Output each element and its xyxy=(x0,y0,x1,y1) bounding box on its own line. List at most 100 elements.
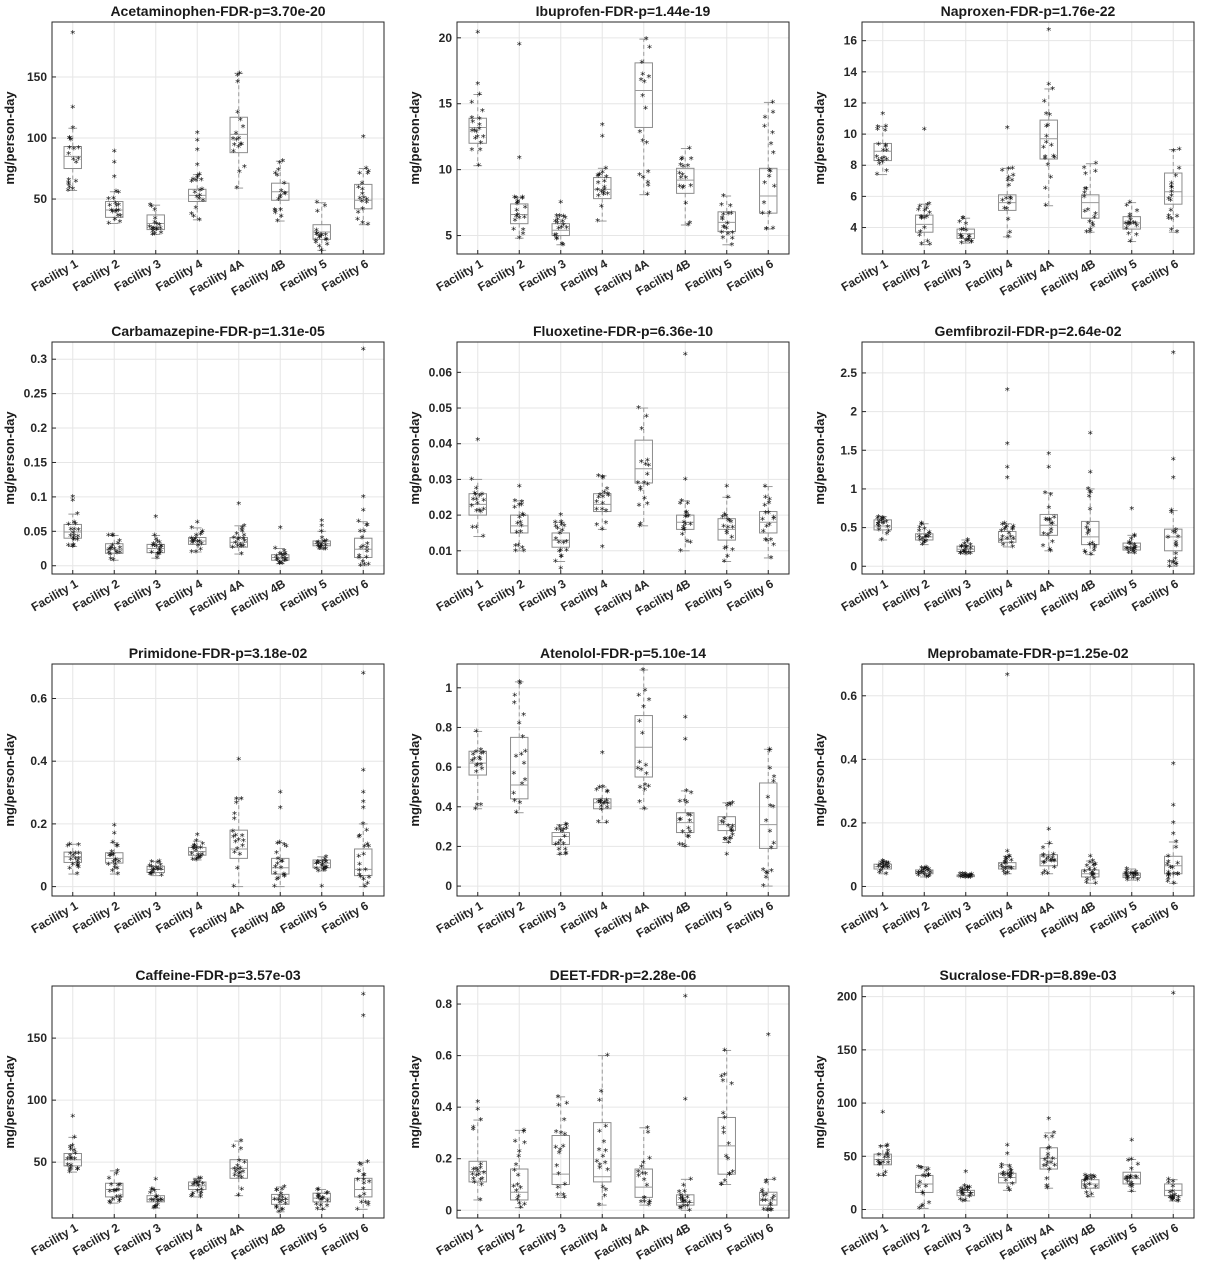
y-tick-label: 0.05 xyxy=(429,401,453,415)
outlier-point: * xyxy=(558,199,563,210)
data-point: * xyxy=(519,522,524,533)
outlier-point: * xyxy=(70,493,75,504)
data-point: * xyxy=(919,215,924,226)
data-point: * xyxy=(282,180,287,191)
data-point: * xyxy=(316,1185,321,1196)
data-point: * xyxy=(192,536,197,547)
outlier-point: * xyxy=(361,133,366,144)
data-point: * xyxy=(516,1192,521,1203)
data-point: * xyxy=(964,872,969,883)
data-point: * xyxy=(1083,1176,1088,1187)
data-point: * xyxy=(273,209,278,220)
data-point: * xyxy=(277,550,282,561)
data-point: * xyxy=(360,219,365,230)
data-point: * xyxy=(321,545,326,556)
data-point: * xyxy=(1172,1191,1177,1202)
data-point: * xyxy=(677,1188,682,1199)
data-point: * xyxy=(969,871,974,882)
data-point: * xyxy=(279,1206,284,1217)
data-point: * xyxy=(1010,526,1015,537)
data-point: * xyxy=(278,192,283,203)
x-tick-label: Facility 3 xyxy=(112,898,164,936)
data-point: * xyxy=(114,842,119,853)
data-point: * xyxy=(515,198,520,209)
data-point: * xyxy=(360,205,365,216)
data-point: * xyxy=(644,35,649,46)
data-point: * xyxy=(555,215,560,226)
data-point: * xyxy=(916,871,921,882)
data-point: * xyxy=(117,1196,122,1207)
data-point: * xyxy=(876,526,881,537)
data-point: * xyxy=(875,171,880,182)
data-point: * xyxy=(147,223,152,234)
data-point: * xyxy=(881,154,886,165)
outlier-point: * xyxy=(70,496,75,507)
data-point: * xyxy=(321,1195,326,1206)
data-point: * xyxy=(150,867,155,878)
data-point: * xyxy=(152,531,157,542)
data-point: * xyxy=(1045,870,1050,881)
data-point: * xyxy=(597,783,602,794)
data-point: * xyxy=(560,240,565,251)
data-point: * xyxy=(109,848,114,859)
data-point: * xyxy=(273,545,278,556)
data-point: * xyxy=(517,513,522,524)
data-point: * xyxy=(315,1192,320,1203)
data-point: * xyxy=(884,518,889,529)
data-point: * xyxy=(481,133,486,144)
data-point: * xyxy=(519,750,524,761)
data-point: * xyxy=(927,241,932,252)
data-point: * xyxy=(472,490,477,501)
data-point: * xyxy=(886,527,891,538)
chart-title: Sucralose-FDR-p=8.89e-03 xyxy=(939,967,1116,983)
data-point: * xyxy=(73,850,78,861)
data-point: * xyxy=(876,513,881,524)
data-point: * xyxy=(919,1164,924,1175)
data-point: * xyxy=(364,544,369,555)
data-point: * xyxy=(238,1145,243,1156)
outlier-point: * xyxy=(724,850,729,861)
data-point: * xyxy=(106,861,111,872)
data-point: * xyxy=(1124,867,1129,878)
data-point: * xyxy=(553,218,558,229)
data-point: * xyxy=(66,521,71,532)
data-point: * xyxy=(642,786,647,797)
data-point: * xyxy=(765,1206,770,1217)
data-point: * xyxy=(319,1196,324,1207)
data-point: * xyxy=(278,206,283,217)
data-point: * xyxy=(643,1170,648,1181)
data-point: * xyxy=(958,873,963,884)
data-point: * xyxy=(677,816,682,827)
data-point: * xyxy=(600,500,605,511)
data-point: * xyxy=(152,1203,157,1214)
data-point: * xyxy=(197,187,202,198)
y-tick-label: 5 xyxy=(445,229,452,243)
data-point: * xyxy=(474,485,479,496)
data-point: * xyxy=(1133,545,1138,556)
data-point: * xyxy=(638,1198,643,1209)
data-point: * xyxy=(564,825,569,836)
data-point: * xyxy=(316,867,321,878)
data-point: * xyxy=(640,1169,645,1180)
box-iqr xyxy=(146,1195,165,1203)
data-point: * xyxy=(192,842,197,853)
data-point: * xyxy=(603,1159,608,1170)
data-point: * xyxy=(315,542,320,553)
data-point: * xyxy=(1093,861,1098,872)
data-point: * xyxy=(721,223,726,234)
data-point: * xyxy=(319,862,324,873)
data-point: * xyxy=(600,505,605,516)
data-point: * xyxy=(518,518,523,529)
data-point: * xyxy=(725,802,730,813)
outlier-point: * xyxy=(361,1012,366,1023)
data-point: * xyxy=(152,219,157,230)
data-point: * xyxy=(1130,1181,1135,1192)
outlier-point: * xyxy=(922,125,927,136)
data-point: * xyxy=(1125,876,1130,887)
data-point: * xyxy=(109,1181,114,1192)
data-point: * xyxy=(770,108,775,119)
data-point: * xyxy=(764,868,769,879)
outlier-point: * xyxy=(195,136,200,147)
data-point: * xyxy=(1043,1133,1048,1144)
data-point: * xyxy=(480,1175,485,1186)
